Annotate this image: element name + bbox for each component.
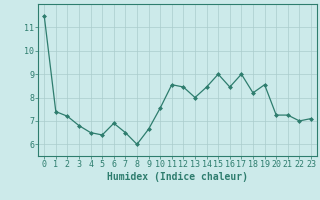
X-axis label: Humidex (Indice chaleur): Humidex (Indice chaleur) <box>107 172 248 182</box>
